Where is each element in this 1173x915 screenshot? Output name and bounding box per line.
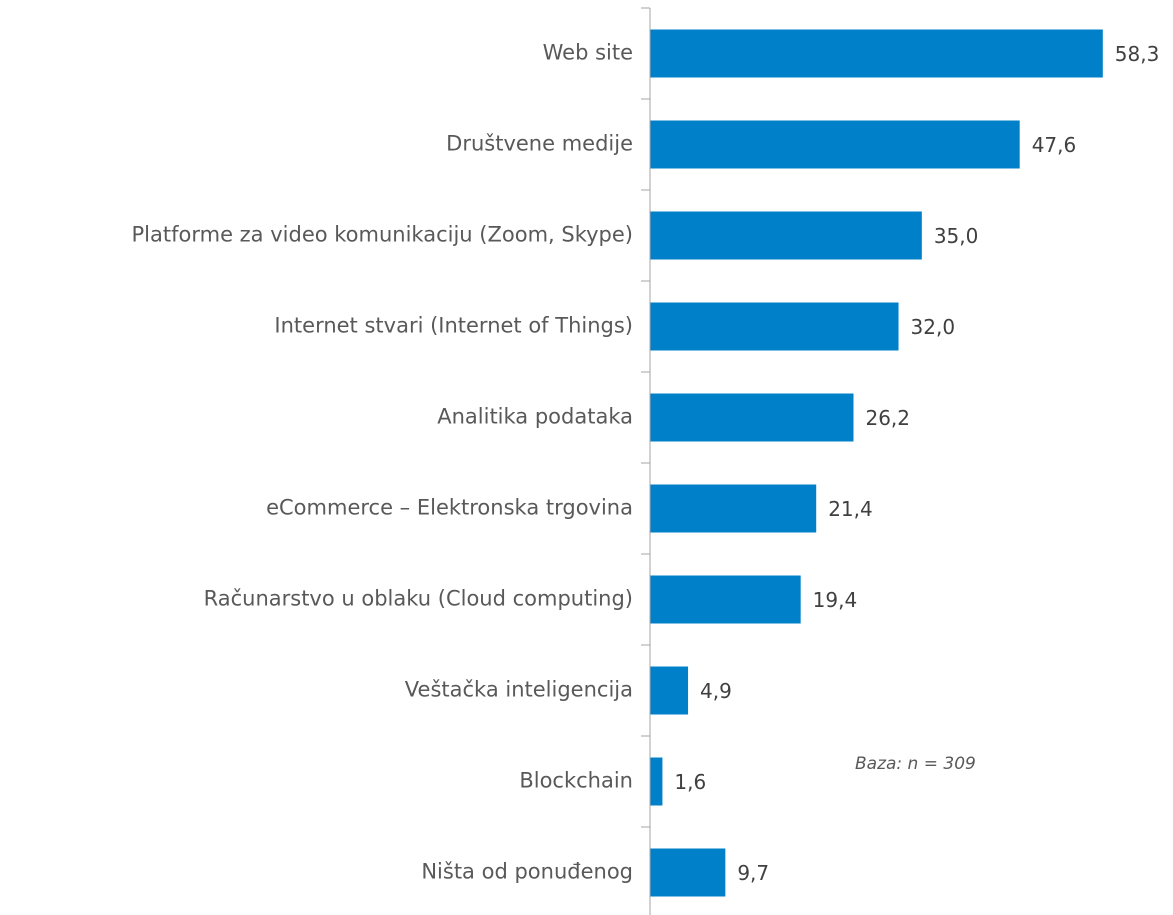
y-tick-label: Ništa od ponuđenog (421, 860, 633, 884)
y-tick-label: eCommerce – Elektronska trgovina (266, 496, 633, 520)
value-label: 26,2 (865, 406, 910, 430)
y-tick-label: Blockchain (519, 769, 633, 793)
bar (650, 393, 854, 442)
value-label: 47,6 (1032, 133, 1077, 157)
bar (650, 302, 899, 351)
bar (650, 484, 817, 533)
y-tick-label: Internet stvari (Internet of Things) (274, 314, 633, 338)
bar (650, 211, 922, 260)
value-label: 4,9 (700, 679, 732, 703)
bar (650, 666, 689, 715)
bar (650, 29, 1103, 78)
value-label: 32,0 (911, 315, 956, 339)
y-tick-label: Web site (543, 41, 633, 65)
value-label: 35,0 (934, 224, 979, 248)
y-tick-label: Analitika podataka (437, 405, 633, 429)
value-label: 9,7 (737, 861, 769, 885)
annotation: Baza: n = 309 (855, 754, 976, 774)
bar (650, 120, 1020, 169)
bar (650, 848, 726, 897)
y-tick-label: Društvene medije (446, 132, 633, 156)
value-label: 1,6 (674, 770, 706, 794)
value-label: 19,4 (813, 588, 858, 612)
value-label: 21,4 (828, 497, 873, 521)
y-tick-label: Računarstvo u oblaku (Cloud computing) (204, 587, 633, 611)
bar (650, 757, 663, 806)
bar (650, 575, 801, 624)
y-tick-label: Veštačka inteligencija (405, 678, 633, 702)
value-label: 58,3 (1115, 42, 1160, 66)
y-tick-label: Platforme za video komunikaciju (Zoom, S… (132, 223, 634, 247)
